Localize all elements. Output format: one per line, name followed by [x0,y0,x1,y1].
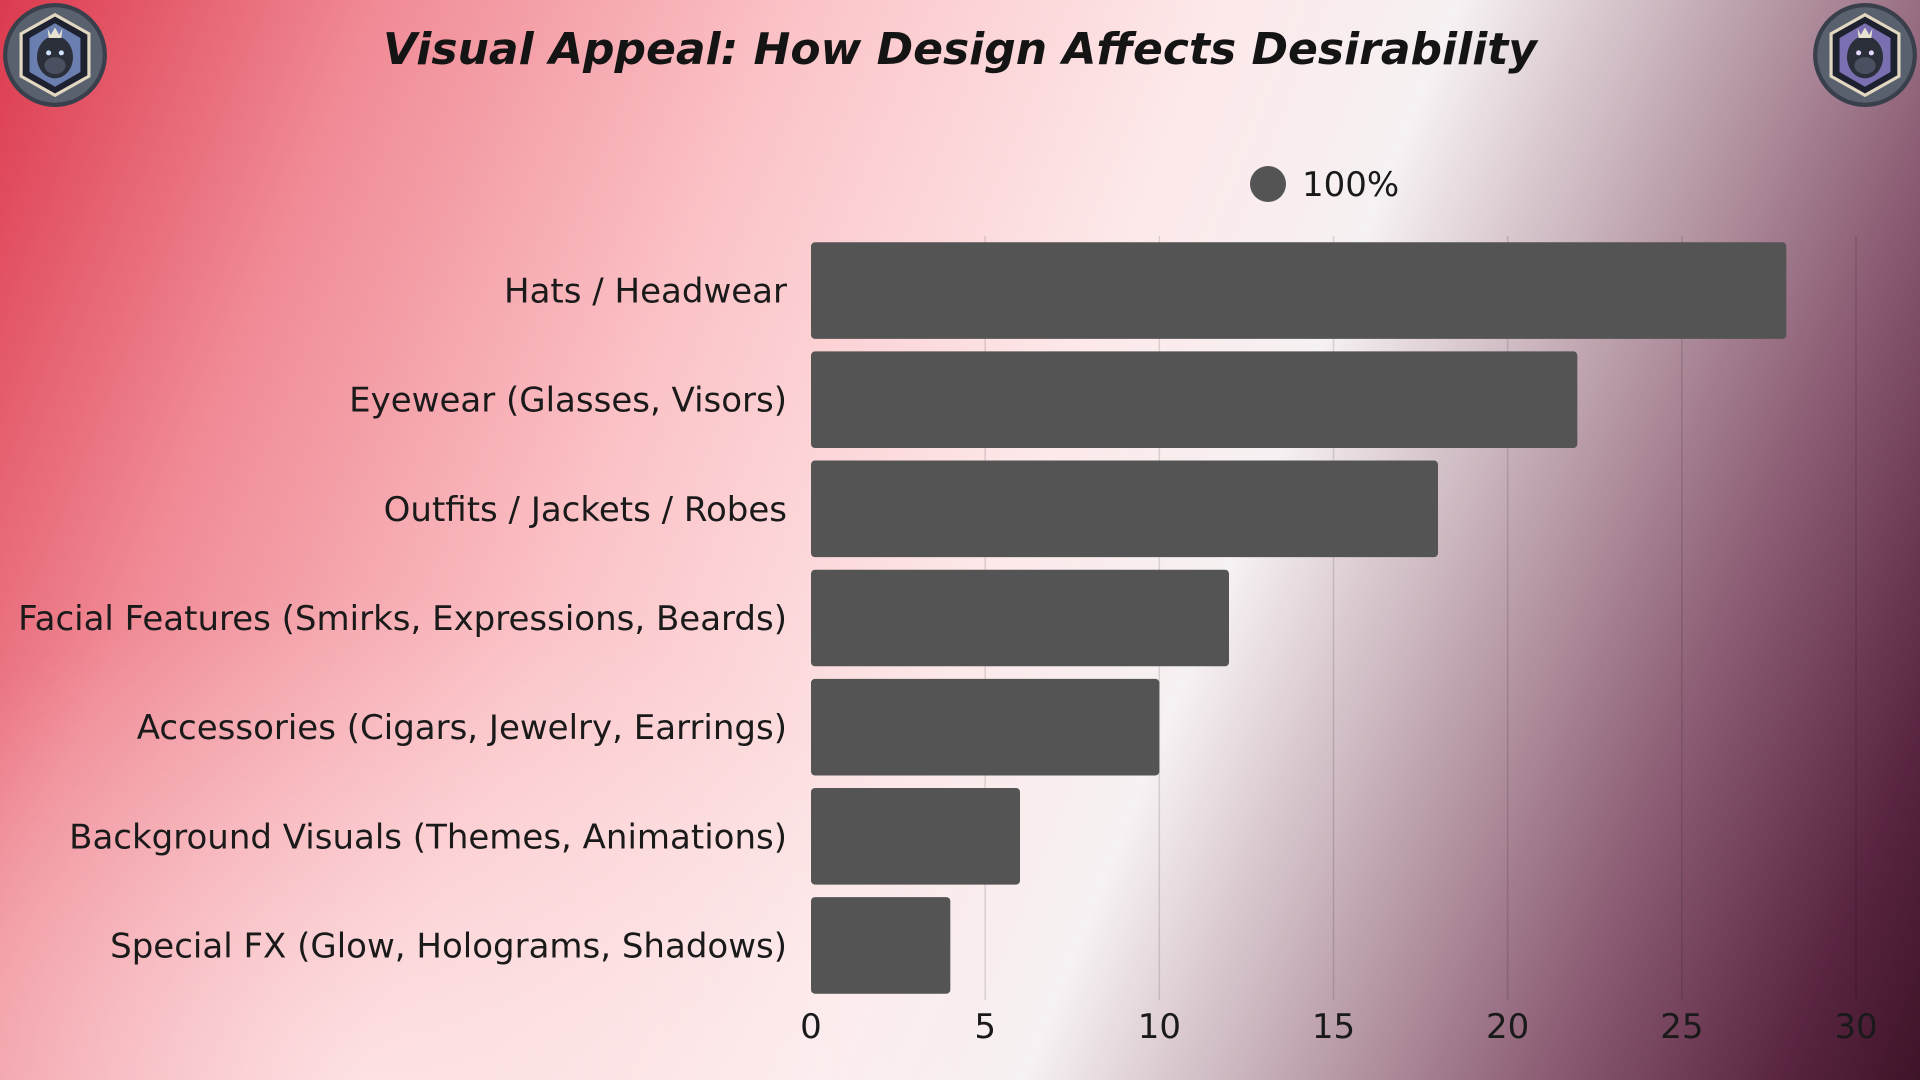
x-tick-label: 5 [974,1007,996,1047]
legend-swatch [1250,166,1286,202]
bar [811,787,1020,885]
x-tick-label: 25 [1660,1007,1703,1047]
x-tick-label: 0 [800,1007,822,1047]
category-label: Special FX (Glow, Holograms, Shadows) [110,926,787,966]
x-tick-label: 30 [1834,1007,1877,1047]
category-label: Eyewear (Glasses, Visors) [349,381,787,421]
bar [811,242,1787,339]
bar [811,897,951,994]
legend-label: 100% [1302,165,1400,205]
bar [811,678,1160,776]
category-label: Background Visuals (Themes, Animations) [69,817,787,857]
gorilla-crest-icon [3,3,107,107]
category-label: Hats / Headwear [504,272,787,312]
chart-title: Visual Appeal: How Design Affects Desira… [383,24,1537,75]
category-label: Accessories (Cigars, Jewelry, Earrings) [137,708,787,748]
bar [811,351,1578,449]
category-label: Outfits / Jackets / Robes [384,490,787,530]
x-tick-label: 15 [1312,1007,1355,1047]
bar [811,569,1229,667]
category-label: Facial Features (Smirks, Expressions, Be… [18,599,787,639]
bar [811,460,1438,558]
x-tick-label: 10 [1138,1007,1181,1047]
gorilla-crest-icon [1813,3,1917,107]
x-tick-label: 20 [1486,1007,1529,1047]
